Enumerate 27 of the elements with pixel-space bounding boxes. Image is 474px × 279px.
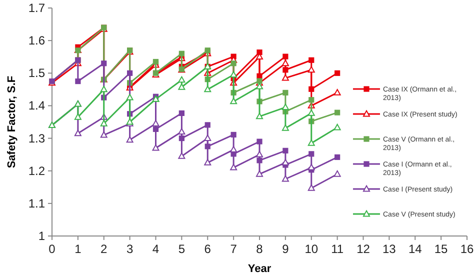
y-tick-label: 1 bbox=[38, 229, 46, 243]
x-tick-label: 11 bbox=[331, 242, 344, 256]
x-tick-label: 5 bbox=[178, 242, 186, 256]
x-tick-label: 15 bbox=[434, 242, 448, 256]
y-tick-label: 1.6 bbox=[28, 34, 46, 48]
x-axis-title: Year bbox=[248, 263, 272, 275]
y-tick-label: 1.2 bbox=[28, 164, 46, 178]
y-tick-label: 1.5 bbox=[28, 66, 46, 80]
x-tick-label: 8 bbox=[256, 242, 264, 256]
x-tick-label: 7 bbox=[230, 242, 238, 256]
x-tick-label: 2 bbox=[100, 242, 108, 256]
y-tick-label: 1.3 bbox=[28, 131, 46, 146]
x-tick-label: 6 bbox=[204, 242, 212, 256]
x-tick-label: 4 bbox=[152, 242, 160, 256]
x-tick-label: 13 bbox=[382, 242, 396, 256]
y-tick-label: 1.1 bbox=[28, 196, 46, 210]
x-tick-label: 1 bbox=[74, 242, 82, 256]
x-tick-label: 3 bbox=[126, 242, 134, 256]
y-tick-label: 1.7 bbox=[28, 1, 46, 15]
y-axis-title: Safety Factor, S.F bbox=[6, 76, 18, 168]
x-tick-label: 0 bbox=[48, 242, 56, 256]
x-tick-label: 10 bbox=[304, 242, 318, 256]
y-tick-label: 1.4 bbox=[28, 98, 46, 113]
x-tick-label: 12 bbox=[356, 242, 370, 256]
x-tick-label: 14 bbox=[408, 242, 422, 256]
x-tick-label: 16 bbox=[460, 242, 474, 256]
x-tick-label: 9 bbox=[282, 242, 290, 256]
